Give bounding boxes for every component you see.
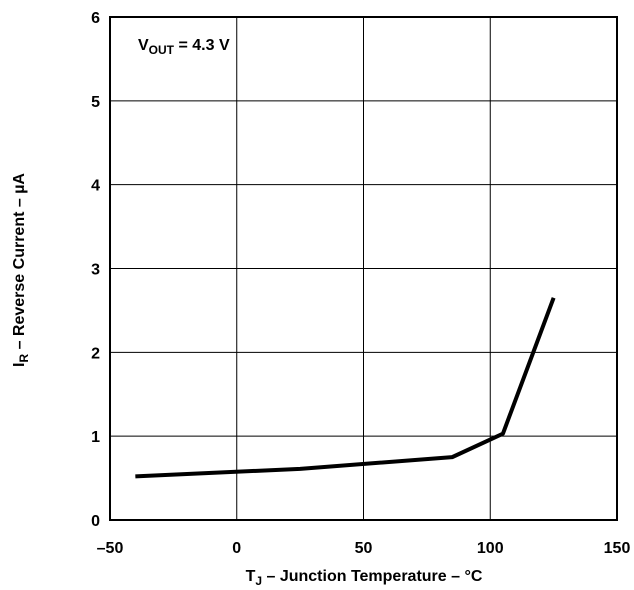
grid-lines	[109, 16, 618, 521]
x-tick-label: –50	[97, 540, 124, 557]
x-axis-title-subscript: J	[255, 574, 262, 588]
series-layer	[135, 297, 556, 479]
x-tick-label: 150	[604, 540, 631, 557]
plot-frame	[109, 16, 618, 521]
vout-annotation-main: V	[138, 37, 149, 54]
y-tick-labels: 0 1 2 3 4 5 6	[91, 10, 100, 530]
x-tick-label: 0	[232, 540, 241, 557]
x-axis-title: TJ – Junction Temperature – °C	[246, 568, 483, 588]
y-axis-title: IR – Reverse Current – µA	[11, 173, 31, 367]
y-tick-label: 0	[91, 513, 100, 530]
x-axis-title-main: T	[246, 568, 256, 585]
y-tick-label: 6	[91, 10, 100, 27]
y-tick-label: 5	[91, 94, 100, 111]
y-axis-title-subscript: R	[17, 354, 31, 363]
x-tick-label: 50	[355, 540, 373, 557]
y-tick-label: 4	[91, 178, 100, 195]
y-tick-label: 3	[91, 262, 100, 279]
y-tick-label: 1	[91, 429, 100, 446]
y-axis-title-rest: – Reverse Current – µA	[11, 173, 28, 354]
y-tick-label: 2	[91, 345, 100, 362]
x-tick-label: 100	[477, 540, 504, 557]
vout-annotation-subscript: OUT	[149, 43, 175, 57]
series-line	[135, 297, 556, 479]
x-axis-title-rest: – Junction Temperature – °C	[262, 568, 483, 585]
vout-annotation: VOUT = 4.3 V	[138, 37, 230, 57]
vout-annotation-value: = 4.3 V	[174, 37, 230, 54]
y-axis-title-main: I	[11, 363, 28, 367]
x-tick-labels: –50 0 50 100 150	[97, 540, 631, 557]
